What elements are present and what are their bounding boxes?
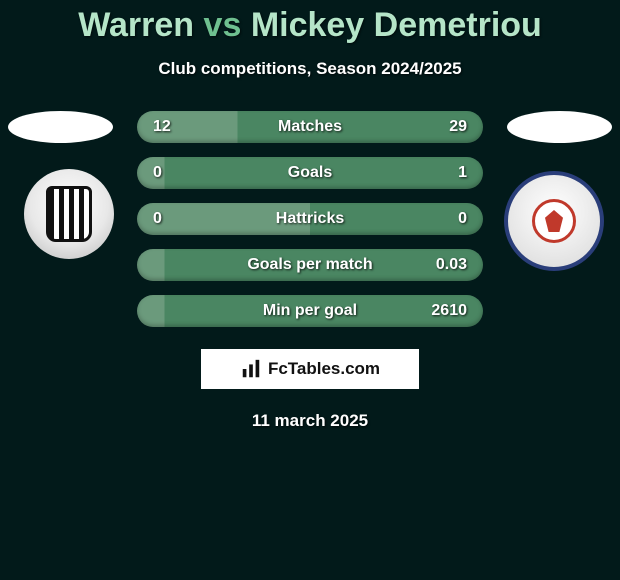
comparison-content: 12 Matches 29 0 Goals 1 0 Hattricks 0 Goals per m…: [0, 111, 620, 327]
stat-bar: 0 Goals 1: [137, 157, 483, 189]
brand-text: FcTables.com: [268, 359, 380, 379]
stat-right-value: 29: [449, 118, 467, 136]
snapshot-date: 11 march 2025: [0, 411, 620, 431]
stat-left-value: 0: [153, 164, 162, 182]
player1-name: Warren: [78, 6, 194, 44]
grimsby-town-crest-icon: [24, 169, 114, 259]
crewe-alexandra-crest-icon: [504, 171, 604, 271]
shield-stripes-icon: [46, 186, 92, 242]
stat-label: Matches: [278, 118, 342, 136]
stat-bar: Min per goal 2610: [137, 295, 483, 327]
stat-label: Hattricks: [276, 210, 344, 228]
player2-ball-icon: [507, 111, 612, 143]
stat-left-value: 0: [153, 210, 162, 228]
stat-label: Goals: [288, 164, 332, 182]
stat-label: Min per goal: [263, 302, 357, 320]
stat-right-value: 0: [458, 210, 467, 228]
comparison-title: Warren vs Mickey Demetriou: [0, 0, 620, 45]
player1-ball-icon: [8, 111, 113, 143]
lion-roundel-icon: [532, 199, 576, 243]
bar-chart-icon: [240, 358, 262, 380]
stat-right-value: 1: [458, 164, 467, 182]
stat-right-value: 0.03: [436, 256, 467, 274]
stat-right-value: 2610: [431, 302, 467, 320]
stat-label: Goals per match: [247, 256, 372, 274]
brand-link[interactable]: FcTables.com: [201, 349, 419, 389]
stat-bar: 0 Hattricks 0: [137, 203, 483, 235]
vs-text: vs: [204, 6, 242, 44]
stat-left-value: 12: [153, 118, 171, 136]
player2-name: Mickey Demetriou: [251, 6, 542, 44]
stat-bar: 12 Matches 29: [137, 111, 483, 143]
subtitle: Club competitions, Season 2024/2025: [0, 59, 620, 79]
stat-bar: Goals per match 0.03: [137, 249, 483, 281]
